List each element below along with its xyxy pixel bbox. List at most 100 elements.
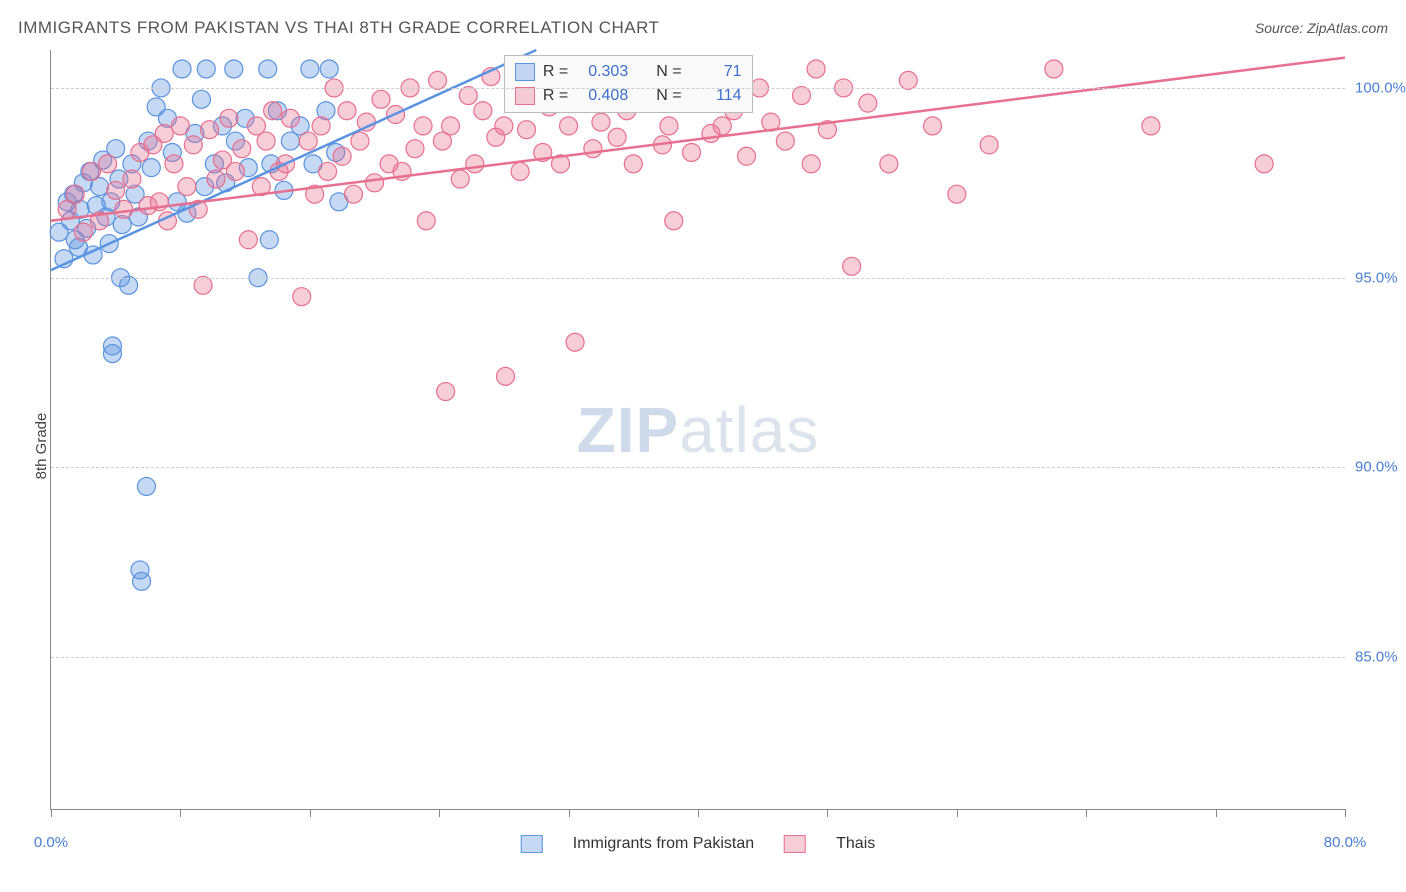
data-point [178,178,196,196]
data-point [802,155,820,173]
data-point [406,140,424,158]
data-point [233,140,251,158]
data-point [429,71,447,89]
data-point [133,572,151,590]
data-point [293,288,311,306]
data-point [437,383,455,401]
data-point [776,132,794,150]
y-axis-label: 8th Grade [33,413,50,480]
data-point [899,71,917,89]
x-tick [1086,809,1087,817]
data-point [466,155,484,173]
x-tick [827,809,828,817]
data-point [442,117,460,135]
data-point [74,223,92,241]
correlation-legend: R = 0.303 N = 71 R = 0.408 N = 114 [504,55,753,113]
x-tick [1345,809,1346,817]
data-point [338,102,356,120]
data-point [497,367,515,385]
x-tick-label: 80.0% [1324,834,1367,851]
y-tick-label: 90.0% [1355,459,1406,476]
data-point [239,231,257,249]
source-label: Source: ZipAtlas.com [1255,20,1388,36]
data-point [660,117,678,135]
swatch-pakistan [515,63,535,81]
gridline [51,278,1345,279]
series-legend: Immigrants from Pakistan Thais [521,835,876,853]
data-point [320,60,338,78]
data-point [738,147,756,165]
data-point [1142,117,1160,135]
swatch-thais [515,87,535,105]
data-point [793,87,811,105]
chart-title: IMMIGRANTS FROM PAKISTAN VS THAI 8TH GRA… [18,18,659,38]
data-point [107,181,125,199]
data-point [713,117,731,135]
data-point [511,162,529,180]
data-point [226,162,244,180]
gridline [51,657,1345,658]
data-point [197,60,215,78]
data-point [99,155,117,173]
gridline [51,88,1345,89]
data-point [103,337,121,355]
plot-area: ZIPatlas R = 0.303 N = 71 R = 0.408 N = … [50,50,1345,810]
data-point [683,143,701,161]
data-point [948,185,966,203]
data-point [66,185,84,203]
swatch-pakistan [521,835,543,853]
data-point [220,109,238,127]
legend-row-pakistan: R = 0.303 N = 71 [515,60,742,84]
data-point [351,132,369,150]
data-point [192,90,210,108]
x-tick [310,809,311,817]
data-point [584,140,602,158]
data-point [665,212,683,230]
data-point [260,231,278,249]
y-tick-label: 85.0% [1355,649,1406,666]
data-point [372,90,390,108]
data-point [843,257,861,275]
title-bar: IMMIGRANTS FROM PAKISTAN VS THAI 8TH GRA… [18,18,1388,38]
data-point [319,162,337,180]
data-point [173,60,191,78]
data-point [333,147,351,165]
x-tick [1216,809,1217,817]
data-point [137,477,155,495]
data-point [123,170,141,188]
data-point [165,155,183,173]
x-tick [569,809,570,817]
data-point [171,117,189,135]
data-point [257,132,275,150]
data-point [924,117,942,135]
data-point [1255,155,1273,173]
x-tick [51,809,52,817]
data-point [417,212,435,230]
data-point [142,159,160,177]
data-point [366,174,384,192]
data-point [201,121,219,139]
data-point [518,121,536,139]
data-point [344,185,362,203]
legend-label-pakistan: Immigrants from Pakistan [573,835,754,853]
data-point [259,60,277,78]
data-point [608,128,626,146]
data-point [312,117,330,135]
data-point [120,276,138,294]
data-point [299,132,317,150]
x-tick [439,809,440,817]
data-point [82,162,100,180]
data-point [560,117,578,135]
data-point [495,117,513,135]
data-point [184,136,202,154]
data-point [624,155,642,173]
data-point [115,200,133,218]
swatch-thais [784,835,806,853]
data-point [194,276,212,294]
data-point [207,170,225,188]
data-point [414,117,432,135]
x-tick [957,809,958,817]
data-point [1045,60,1063,78]
data-point [474,102,492,120]
data-point [301,60,319,78]
